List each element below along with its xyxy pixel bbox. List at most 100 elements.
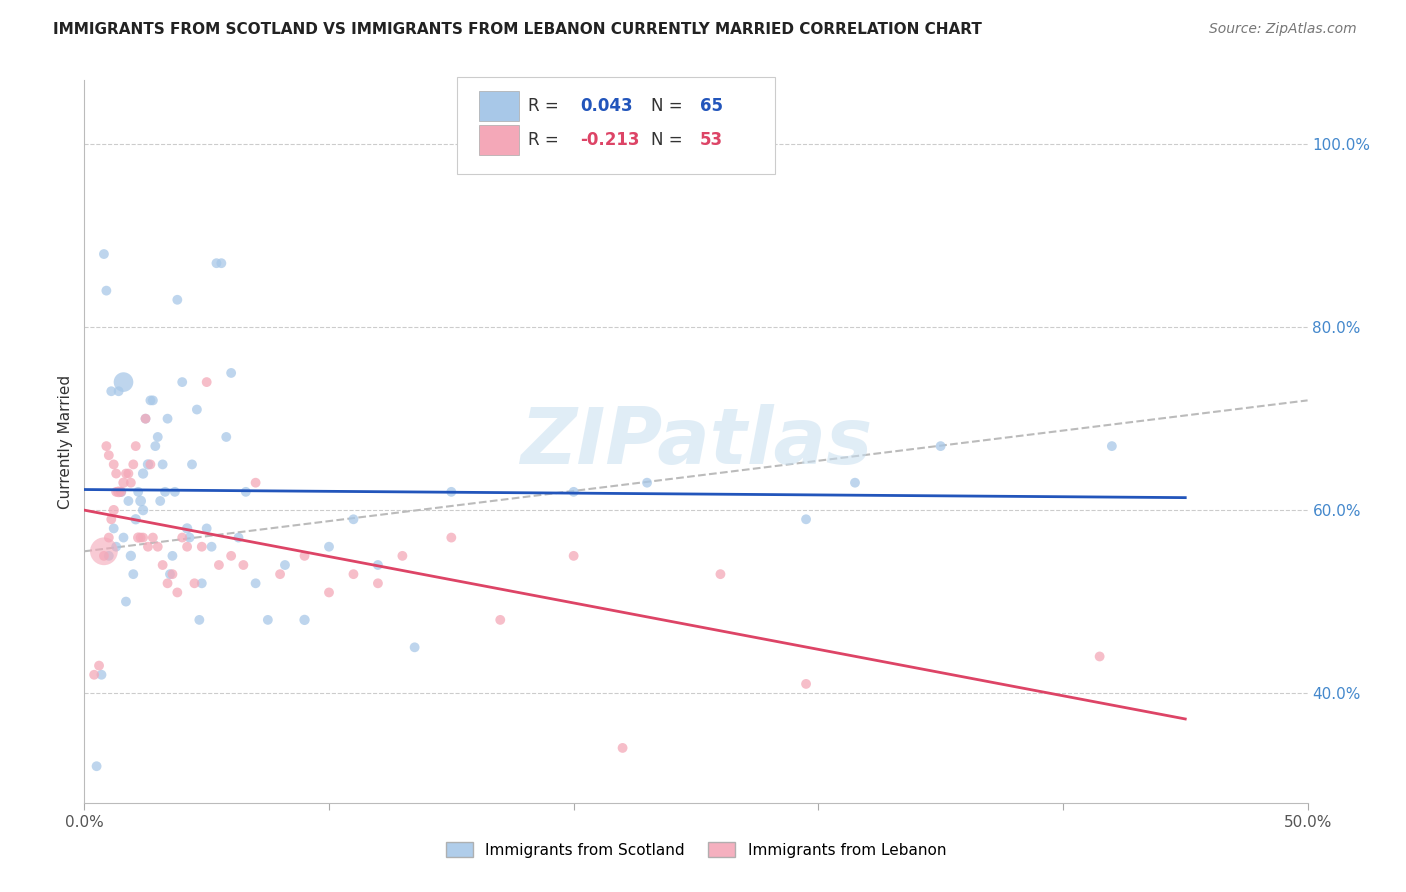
- FancyBboxPatch shape: [479, 91, 519, 121]
- Point: [391, 549, 413, 563]
- Point: [146, 430, 169, 444]
- Point: [86, 759, 108, 773]
- Point: [143, 439, 166, 453]
- Point: [96, 439, 118, 453]
- Text: R =: R =: [529, 97, 564, 115]
- Point: [112, 531, 135, 545]
- Point: [166, 293, 188, 307]
- Point: [112, 475, 135, 490]
- Point: [105, 540, 128, 554]
- Point: [152, 458, 174, 472]
- Point: [132, 467, 155, 481]
- Point: [219, 366, 242, 380]
- Point: [794, 677, 817, 691]
- Point: [156, 576, 179, 591]
- Point: [181, 458, 204, 472]
- Point: [110, 484, 132, 499]
- Point: [1101, 439, 1123, 453]
- Point: [115, 467, 138, 481]
- Point: [188, 613, 211, 627]
- Point: [1088, 649, 1111, 664]
- Point: [122, 567, 145, 582]
- Point: [172, 531, 194, 545]
- Point: [367, 558, 389, 572]
- Point: [562, 484, 585, 499]
- Point: [100, 512, 122, 526]
- Point: [127, 531, 149, 545]
- Point: [269, 567, 291, 582]
- Point: [318, 585, 340, 599]
- Point: [107, 384, 129, 399]
- Point: [245, 475, 267, 490]
- FancyBboxPatch shape: [479, 125, 519, 155]
- Point: [103, 458, 125, 472]
- Point: [166, 585, 188, 599]
- Text: 53: 53: [700, 131, 723, 149]
- Point: [562, 549, 585, 563]
- Text: IMMIGRANTS FROM SCOTLAND VS IMMIGRANTS FROM LEBANON CURRENTLY MARRIED CORRELATIO: IMMIGRANTS FROM SCOTLAND VS IMMIGRANTS F…: [53, 22, 983, 37]
- Text: -0.213: -0.213: [579, 131, 640, 149]
- Point: [205, 256, 228, 270]
- Point: [153, 484, 176, 499]
- Point: [149, 494, 172, 508]
- Point: [489, 613, 512, 627]
- Point: [146, 540, 169, 554]
- Point: [440, 484, 463, 499]
- Point: [107, 484, 129, 499]
- Point: [93, 247, 115, 261]
- Point: [97, 549, 120, 563]
- Point: [142, 393, 165, 408]
- Point: [215, 430, 238, 444]
- Point: [112, 375, 135, 389]
- FancyBboxPatch shape: [457, 77, 776, 174]
- Point: [162, 549, 184, 563]
- Point: [794, 512, 817, 526]
- Point: [636, 475, 658, 490]
- Point: [929, 439, 952, 453]
- Point: [191, 576, 214, 591]
- Point: [135, 411, 157, 425]
- Point: [96, 284, 118, 298]
- Text: N =: N =: [651, 131, 688, 149]
- Point: [228, 531, 250, 545]
- Point: [163, 484, 186, 499]
- Point: [294, 613, 316, 627]
- Point: [208, 558, 231, 572]
- Point: [115, 594, 138, 608]
- Point: [103, 521, 125, 535]
- Point: [183, 576, 205, 591]
- Point: [235, 484, 257, 499]
- Point: [117, 494, 139, 508]
- Point: [318, 540, 340, 554]
- Point: [232, 558, 254, 572]
- Point: [709, 567, 731, 582]
- Point: [195, 521, 218, 535]
- Point: [156, 411, 179, 425]
- Point: [367, 576, 389, 591]
- Point: [120, 475, 142, 490]
- Point: [105, 467, 128, 481]
- Point: [162, 567, 184, 582]
- Point: [139, 458, 162, 472]
- Point: [93, 549, 115, 563]
- Point: [132, 531, 155, 545]
- Point: [200, 540, 222, 554]
- Point: [142, 531, 165, 545]
- Point: [342, 512, 364, 526]
- Point: [125, 512, 148, 526]
- Point: [90, 667, 112, 681]
- Point: [83, 667, 105, 681]
- Y-axis label: Currently Married: Currently Married: [58, 375, 73, 508]
- Point: [105, 484, 128, 499]
- Point: [209, 256, 232, 270]
- Point: [120, 549, 142, 563]
- Point: [245, 576, 267, 591]
- Point: [191, 540, 214, 554]
- Text: 65: 65: [700, 97, 723, 115]
- Point: [97, 448, 120, 462]
- Point: [195, 375, 218, 389]
- Point: [294, 549, 316, 563]
- Point: [219, 549, 242, 563]
- Point: [127, 484, 149, 499]
- Point: [97, 531, 120, 545]
